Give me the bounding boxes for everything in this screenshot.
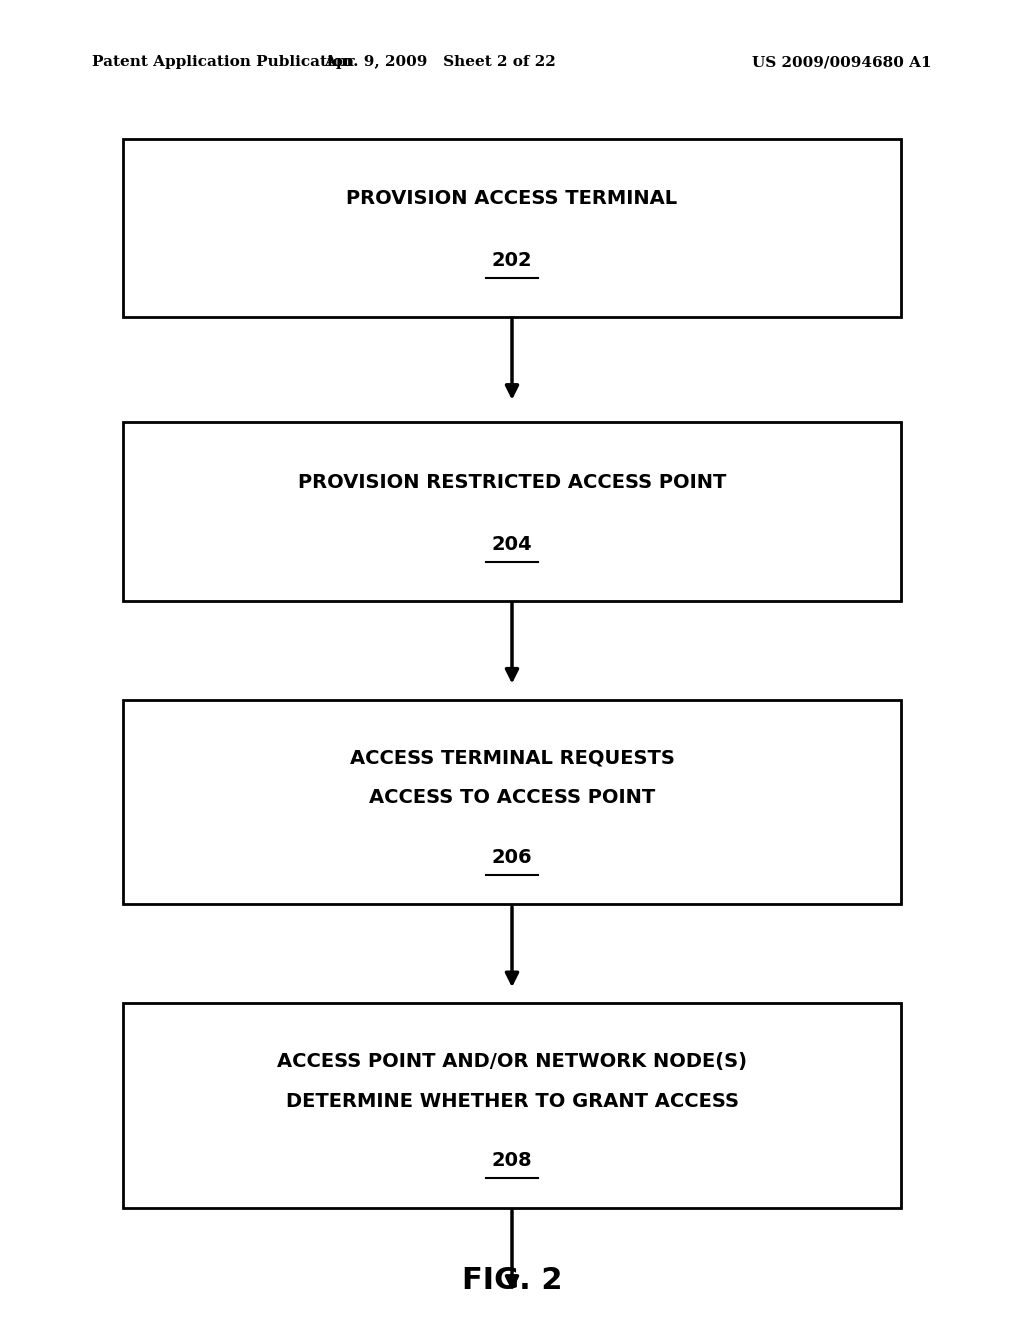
Text: ACCESS POINT AND/OR NETWORK NODE(S): ACCESS POINT AND/OR NETWORK NODE(S) — [278, 1052, 746, 1072]
Text: Apr. 9, 2009   Sheet 2 of 22: Apr. 9, 2009 Sheet 2 of 22 — [325, 55, 556, 70]
Text: 206: 206 — [492, 847, 532, 867]
Text: ACCESS TO ACCESS POINT: ACCESS TO ACCESS POINT — [369, 788, 655, 808]
Text: PROVISION RESTRICTED ACCESS POINT: PROVISION RESTRICTED ACCESS POINT — [298, 473, 726, 492]
FancyBboxPatch shape — [123, 139, 901, 317]
Text: 208: 208 — [492, 1151, 532, 1171]
Text: 204: 204 — [492, 535, 532, 554]
Text: 202: 202 — [492, 251, 532, 271]
Text: US 2009/0094680 A1: US 2009/0094680 A1 — [753, 55, 932, 70]
Text: ACCESS TERMINAL REQUESTS: ACCESS TERMINAL REQUESTS — [349, 748, 675, 768]
Text: FIG. 2: FIG. 2 — [462, 1266, 562, 1295]
FancyBboxPatch shape — [123, 422, 901, 601]
Text: DETERMINE WHETHER TO GRANT ACCESS: DETERMINE WHETHER TO GRANT ACCESS — [286, 1092, 738, 1111]
Text: Patent Application Publication: Patent Application Publication — [92, 55, 354, 70]
FancyBboxPatch shape — [123, 700, 901, 904]
Text: PROVISION ACCESS TERMINAL: PROVISION ACCESS TERMINAL — [346, 189, 678, 209]
FancyBboxPatch shape — [123, 1003, 901, 1208]
